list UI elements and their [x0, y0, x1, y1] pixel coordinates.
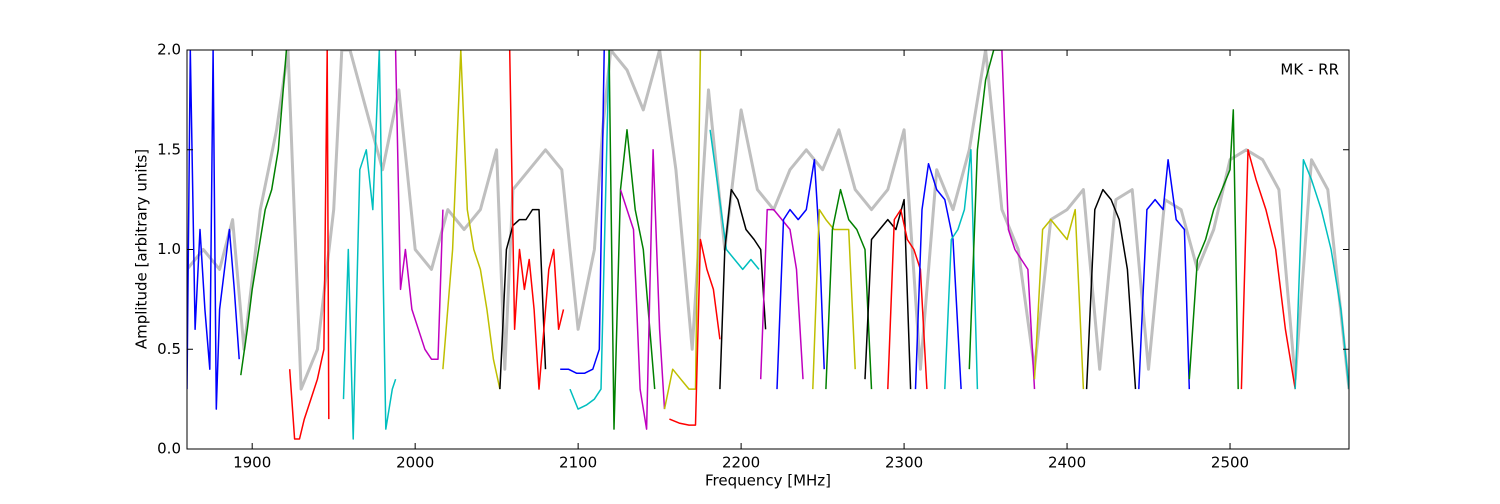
- x-tick-label: 2200: [722, 454, 760, 472]
- series-line: [560, 50, 605, 374]
- x-tick-label: 1900: [233, 454, 271, 472]
- series-line: [944, 149, 979, 390]
- series-line: [914, 162, 962, 390]
- series-line: [864, 198, 912, 390]
- x-tick-label: 2300: [885, 454, 923, 472]
- series-line: [499, 208, 547, 390]
- series-line: [1001, 50, 1036, 390]
- series-line: [508, 50, 565, 390]
- series-line: [442, 50, 501, 390]
- series-line: [1188, 109, 1239, 390]
- x-tick-label: 2400: [1048, 454, 1086, 472]
- series-line: [1033, 208, 1085, 390]
- x-tick-label: 2100: [559, 454, 597, 472]
- y-tick-label: 1.0: [157, 240, 181, 258]
- y-tick-label: 0.0: [157, 440, 181, 458]
- series-line: [825, 188, 873, 390]
- y-tick-label: 0.5: [157, 340, 181, 358]
- plot-lines: [187, 50, 1349, 440]
- series-line: [342, 50, 397, 440]
- series-line: [1138, 158, 1191, 390]
- y-tick-label: 1.5: [157, 140, 181, 158]
- series-line: [968, 50, 1002, 370]
- series-line: [1240, 149, 1296, 390]
- x-tick-label: 2500: [1211, 454, 1249, 472]
- series-line: [812, 208, 856, 390]
- series-line: [669, 238, 721, 426]
- background-line: [187, 50, 1349, 391]
- series-line: [709, 129, 760, 271]
- series-line: [619, 149, 666, 430]
- annotation: MK - RR: [1280, 61, 1339, 79]
- series-line: [394, 50, 444, 360]
- series-line: [187, 50, 240, 410]
- y-axis-label: Amplitude [arbitrary units]: [133, 149, 151, 349]
- x-axis-label: Frequency [MHz]: [705, 472, 831, 490]
- series-line: [240, 50, 288, 376]
- series-line: [288, 50, 330, 440]
- series-line: [719, 188, 767, 390]
- series-line: [1085, 188, 1137, 390]
- series-line: [1294, 158, 1349, 390]
- series-line: [759, 208, 804, 380]
- x-tick-label: 2000: [396, 454, 434, 472]
- series-line: [663, 50, 702, 410]
- series-line: [569, 50, 610, 410]
- y-tick-label: 2.0: [157, 41, 181, 59]
